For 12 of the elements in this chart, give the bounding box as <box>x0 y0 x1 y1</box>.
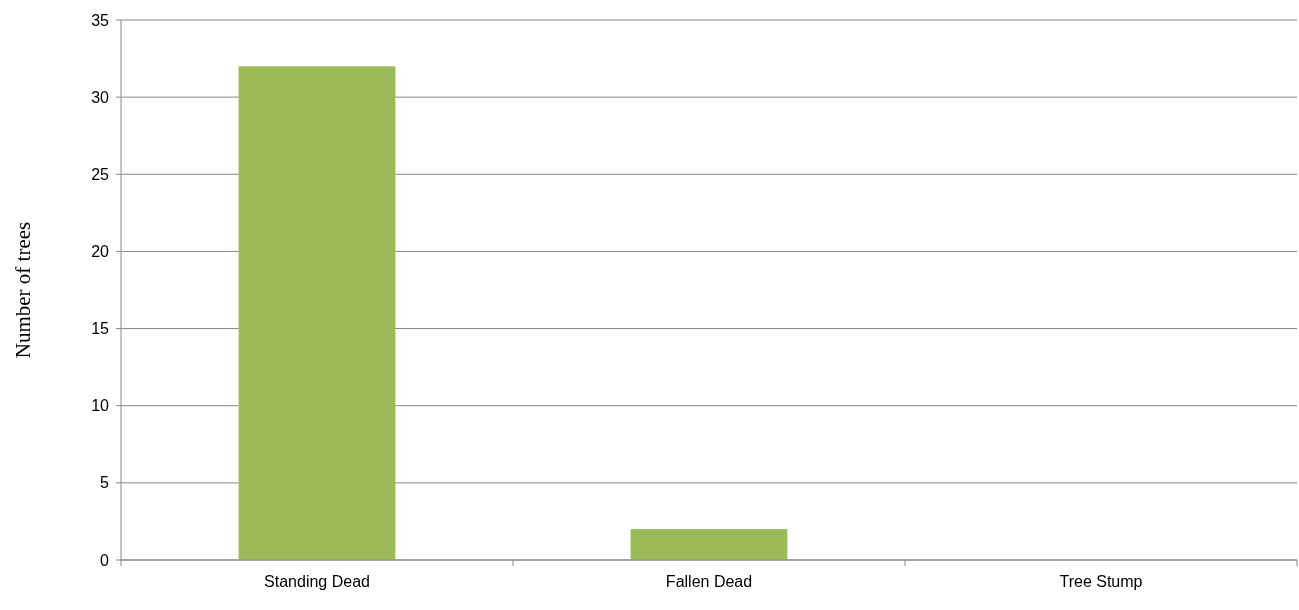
y-tick-label: 5 <box>100 474 110 492</box>
x-tick-label: Tree Stump <box>1059 573 1143 590</box>
x-tick-label: Standing Dead <box>264 573 370 590</box>
x-tick-label: Fallen Dead <box>665 573 753 590</box>
y-tick-label: 25 <box>91 165 110 183</box>
y-tick-label: 15 <box>91 320 110 338</box>
y-tick-label: 20 <box>91 243 110 261</box>
y-tick-label: 35 <box>91 11 110 29</box>
y-tick-label: 0 <box>100 551 110 569</box>
y-axis-title: Number of trees <box>11 221 35 359</box>
y-tick-label: 10 <box>91 397 110 415</box>
y-tick-label: 30 <box>91 88 110 106</box>
